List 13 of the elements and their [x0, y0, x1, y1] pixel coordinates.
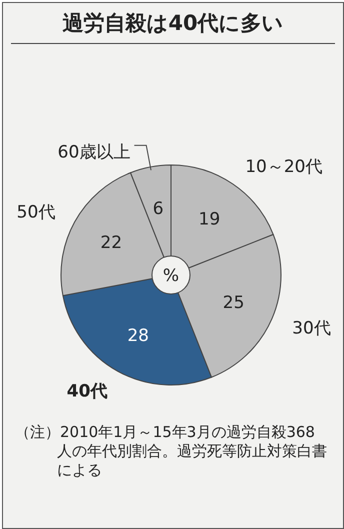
data-label: 22	[100, 233, 122, 254]
data-label: 28	[127, 326, 149, 346]
slice-label: 30代	[292, 318, 331, 338]
data-label: 6	[152, 199, 164, 220]
slice-label: 40代	[66, 382, 108, 402]
slice-label: 10～20代	[245, 156, 322, 177]
chart-title: 過労自殺は40代に多い	[61, 10, 285, 37]
data-label: 25	[222, 293, 244, 314]
text: （注）2010年1月～15年3月の過労自殺368人の年代別割合。過労死等防止対策白書による	[15, 423, 328, 480]
slice-label: 60歳以上	[58, 142, 130, 162]
text: %	[162, 266, 180, 286]
slice-label: 50代	[16, 202, 56, 222]
data-label: 19	[198, 210, 220, 230]
